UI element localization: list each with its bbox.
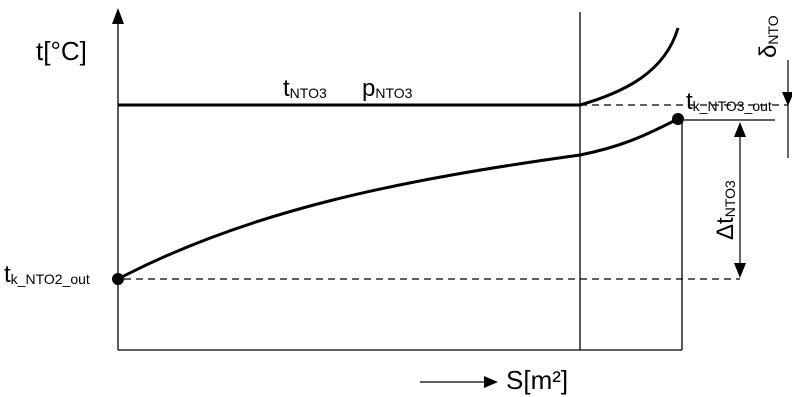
delta-t-arrow-up-icon	[734, 122, 746, 137]
delta-nto-sub: NTO	[765, 15, 781, 44]
hot-temp-label: tNTO3	[283, 75, 327, 102]
cold-outlet-label: tk_NTO3_out	[686, 88, 772, 115]
hot-temp-sub: NTO3	[290, 85, 327, 101]
cold-inlet-label: tk_NTO2_out	[4, 261, 90, 288]
cold-inlet-main: t	[4, 261, 11, 288]
cold-outlet-point	[672, 113, 684, 125]
hot-pressure-label: pNTO3	[362, 75, 413, 102]
x-axis-label: S[m²]	[506, 365, 568, 395]
hot-temp-main: t	[283, 75, 290, 102]
cold-inlet-point	[112, 273, 124, 285]
x-direction-arrow-icon	[484, 376, 498, 388]
delta-nto-main: δ	[755, 45, 782, 58]
y-axis-arrow-icon	[112, 8, 124, 24]
y-axis-label: t[°C]	[36, 36, 87, 66]
delta-nto-label: δNTO	[755, 15, 782, 58]
cold-outlet-main: t	[686, 88, 693, 115]
hot-pressure-sub: NTO3	[375, 85, 412, 101]
delta-t-arrow-down-icon	[734, 263, 746, 278]
cold-stream-curve	[117, 117, 679, 281]
cold-inlet-sub: k_NTO2_out	[11, 271, 90, 287]
hot-pressure-main: p	[362, 75, 375, 102]
delta-t-sub: NTO3	[722, 180, 738, 217]
delta-t-main: Δt	[712, 217, 739, 240]
cold-outlet-sub: k_NTO3_out	[693, 98, 772, 114]
delta-t-label: ΔtNTO3	[712, 180, 739, 240]
delta-nto-arrow-icon	[782, 92, 792, 106]
hot-stream-superheat-curve	[579, 27, 680, 107]
